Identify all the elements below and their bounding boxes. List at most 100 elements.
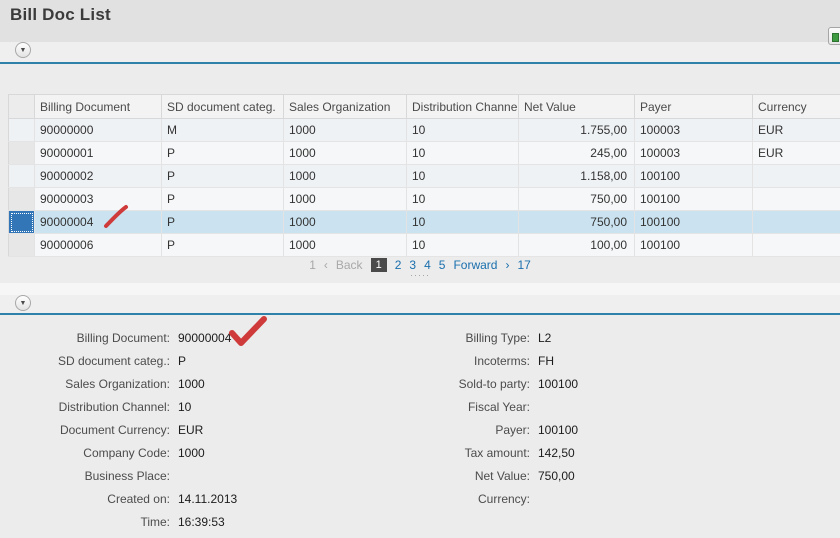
field-value: 10 [178,399,192,414]
cell-distribution-channel: 10 [406,187,519,211]
cell-sales-organization: 1000 [283,118,407,142]
row-selector-cell[interactable] [8,118,35,142]
field-label: Time: [140,514,170,529]
column-header-net-value[interactable]: Net Value [518,94,635,119]
field-currency: Currency: [360,487,780,510]
field-value: 142,50 [538,445,575,460]
cell-billing-document: 90000004 [34,210,162,234]
column-header-distribution-channel[interactable]: Distribution Channel [406,94,519,119]
field-label: Billing Document: [76,330,170,345]
table-panel-toolbar [0,42,840,62]
field-value: 750,00 [538,468,575,483]
cell-sd-document-categ: P [161,210,284,234]
cell-sd-document-categ: P [161,187,284,211]
page-back-link[interactable]: Back [335,258,363,272]
page-current: 1 [370,258,387,272]
partial-toolbar-button[interactable] [828,27,840,45]
field-value: 14.11.2013 [178,491,238,506]
field-payer: Payer: 100100 [360,418,780,441]
field-label: Payer: [495,422,530,437]
table-row-selected[interactable]: 90000004 P 1000 10 750,00 100100 [8,210,840,234]
row-selector-cell[interactable] [8,141,35,165]
field-distribution-channel: Distribution Channel: 10 [0,395,410,418]
page-first-link[interactable]: 1 [309,258,316,272]
field-created-on: Created on: 14.11.2013 [0,487,410,510]
field-value: 1000 [178,376,205,391]
column-header-sd-document-categ[interactable]: SD document categ. [161,94,284,119]
cell-net-value: 245,00 [518,141,635,165]
cell-distribution-channel: 10 [406,233,519,257]
cell-payer: 100003 [634,118,753,142]
cell-billing-document: 90000002 [34,164,162,188]
table-header-row: Billing Document SD document categ. Sale… [8,94,840,119]
page-4-link[interactable]: 4 [424,258,431,272]
page-forward-link[interactable]: Forward [453,258,498,272]
chevron-down-icon: ▼ [19,47,27,54]
field-billing-type: Billing Type: L2 [360,326,780,349]
chevron-down-icon: ▼ [19,300,27,307]
field-value: 100100 [538,422,579,437]
field-label: Net Value: [474,468,530,483]
field-value: P [178,353,187,368]
header-selector-cell [8,94,35,119]
column-header-billing-document[interactable]: Billing Document [34,94,162,119]
splitter-handle[interactable]: ····· [410,270,430,280]
field-label: Fiscal Year: [467,399,530,414]
column-header-payer[interactable]: Payer [634,94,753,119]
field-label: Currency: [477,491,530,506]
row-selector-cell-selected[interactable] [8,210,35,234]
collapse-table-panel-button[interactable]: ▼ [15,42,31,58]
field-label: Document Currency: [59,422,170,437]
table-row[interactable]: 90000003 P 1000 10 750,00 100100 [8,187,840,211]
table-row[interactable]: 90000000 M 1000 10 1.755,00 100003 EUR [8,118,840,142]
column-header-sales-organization[interactable]: Sales Organization [283,94,407,119]
page-3-link[interactable]: 3 [409,258,417,272]
field-value: L2 [538,330,552,345]
field-business-place: Business Place: [0,464,410,487]
field-net-value: Net Value: 750,00 [360,464,780,487]
page-last-link[interactable]: 17 [517,258,531,272]
page-title: Bill Doc List [10,5,111,24]
title-bar: Bill Doc List [0,0,840,42]
field-company-code: Company Code: 1000 [0,441,410,464]
cell-sales-organization: 1000 [283,141,407,165]
cell-billing-document: 90000001 [34,141,162,165]
cell-billing-document: 90000000 [34,118,162,142]
field-value: 90000004 [178,330,232,345]
table-row[interactable]: 90000002 P 1000 10 1.158,00 100100 [8,164,840,188]
cell-distribution-channel: 10 [406,164,519,188]
cell-billing-document: 90000006 [34,233,162,257]
cell-sd-document-categ: P [161,141,284,165]
collapse-detail-panel-button[interactable]: ▼ [15,295,31,311]
table-row[interactable]: 90000006 P 1000 10 100,00 100100 [8,233,840,257]
green-document-icon [832,33,839,42]
field-sales-organization: Sales Organization: 1000 [0,372,410,395]
table-row[interactable]: 90000001 P 1000 10 245,00 100003 EUR [8,141,840,165]
field-label: Tax amount: [464,445,530,460]
column-header-currency[interactable]: Currency [752,94,840,119]
page-2-link[interactable]: 2 [394,258,402,272]
row-selector-cell[interactable] [8,233,35,257]
cell-sd-document-categ: P [161,233,284,257]
detail-form-left-column: Billing Document: 90000004 SD document c… [0,326,410,533]
field-billing-document: Billing Document: 90000004 [0,326,410,349]
cell-billing-document: 90000003 [34,187,162,211]
cell-payer: 100100 [634,210,753,234]
row-selector-cell[interactable] [8,187,35,211]
row-selector-cell[interactable] [8,164,35,188]
back-chevron-icon: ‹ [323,258,328,272]
cell-currency [752,210,840,234]
field-fiscal-year: Fiscal Year: [360,395,780,418]
field-value: 16:39:53 [178,514,225,529]
field-label: Incoterms: [473,353,530,368]
cell-payer: 100100 [634,187,753,211]
billing-documents-table: Billing Document SD document categ. Sale… [8,94,840,257]
billing-document-detail-panel: Billing Document: 90000004 SD document c… [0,315,840,538]
detail-form-right-column: Billing Type: L2 Incoterms: FH Sold-to p… [360,326,780,510]
cell-currency [752,164,840,188]
cell-net-value: 750,00 [518,210,635,234]
field-document-currency: Document Currency: EUR [0,418,410,441]
field-label: Company Code: [83,445,170,460]
detail-panel-toolbar [0,295,840,313]
page-5-link[interactable]: 5 [438,258,446,272]
